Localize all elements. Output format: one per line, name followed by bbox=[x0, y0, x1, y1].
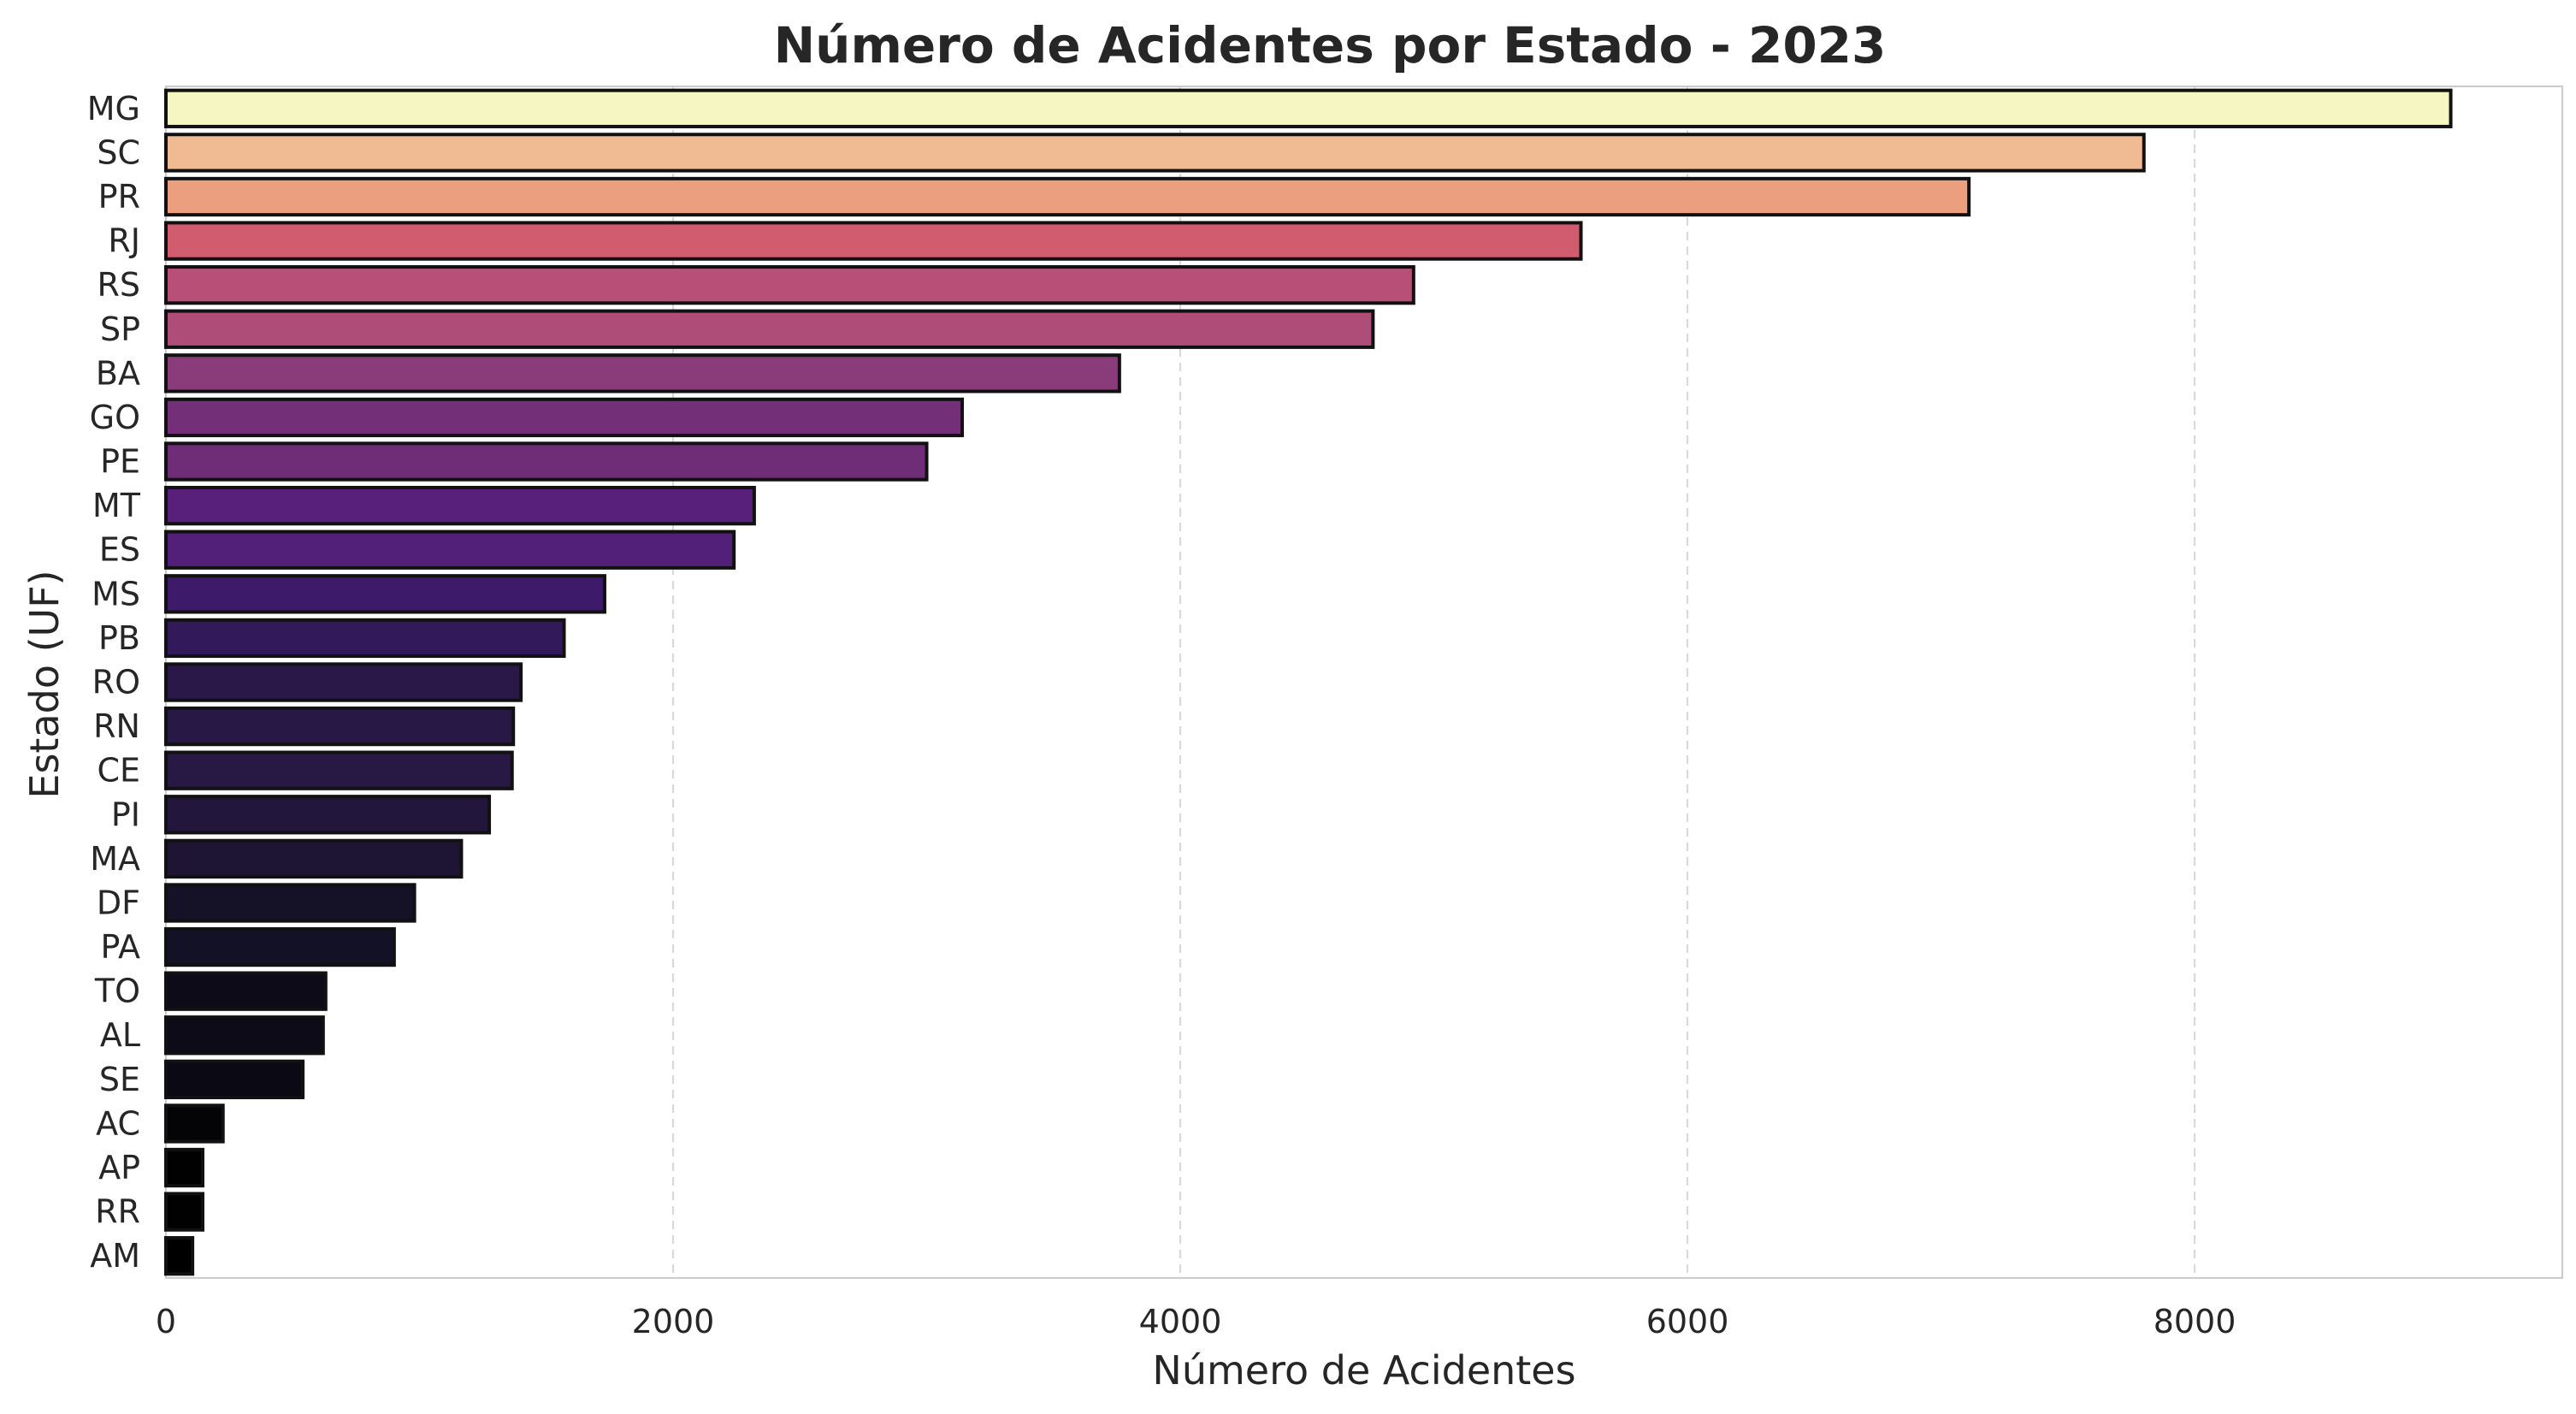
y-tick-label: RJ bbox=[108, 222, 140, 260]
y-tick-label: RR bbox=[95, 1193, 140, 1231]
x-tick-label: 4000 bbox=[1139, 1303, 1222, 1340]
y-tick-label: AL bbox=[100, 1016, 140, 1054]
y-tick-label: PA bbox=[101, 928, 140, 966]
bar-rn bbox=[164, 706, 516, 747]
bars bbox=[164, 88, 2453, 1276]
y-tick-label: PR bbox=[98, 178, 140, 216]
y-tick-label: PE bbox=[100, 443, 140, 481]
bar-am bbox=[164, 1236, 195, 1276]
y-tick-label: AP bbox=[98, 1149, 140, 1186]
bar-ms bbox=[164, 574, 606, 614]
bar-pr bbox=[164, 176, 1971, 217]
bar-sp bbox=[164, 309, 1375, 349]
y-tick-label: MA bbox=[90, 840, 140, 878]
bar-ma bbox=[164, 838, 464, 879]
bar-ac bbox=[164, 1103, 225, 1144]
bar-rs bbox=[164, 265, 1415, 305]
bar-df bbox=[164, 883, 417, 923]
x-axis-label: Número de Acidentes bbox=[1152, 1347, 1575, 1393]
x-gridlines bbox=[671, 86, 2196, 1278]
y-axis-label: Estado (UF) bbox=[21, 570, 68, 798]
x-tick-label: 0 bbox=[156, 1303, 176, 1340]
bar-mt bbox=[164, 485, 756, 526]
y-tick-label: CE bbox=[97, 752, 140, 790]
y-tick-label: MT bbox=[92, 487, 141, 524]
y-tick-label: AC bbox=[96, 1104, 140, 1142]
bar-rj bbox=[164, 221, 1583, 261]
bar-pi bbox=[164, 795, 492, 835]
y-tick-label: MG bbox=[87, 90, 140, 127]
y-tick-label: PB bbox=[98, 619, 140, 657]
y-tick-label: SC bbox=[97, 133, 140, 171]
bar-ro bbox=[164, 662, 523, 702]
bar-ce bbox=[164, 750, 514, 790]
y-tick-label: BA bbox=[96, 354, 140, 392]
bar-pb bbox=[164, 618, 566, 659]
bar-pa bbox=[164, 926, 396, 967]
bar-mg bbox=[164, 88, 2453, 128]
y-tick-label: TO bbox=[94, 973, 140, 1010]
bar-es bbox=[164, 530, 736, 570]
y-tick-label: ES bbox=[99, 531, 140, 569]
y-tick-label: RN bbox=[93, 707, 140, 745]
y-tick-label: RS bbox=[97, 266, 140, 304]
y-tick-label: AM bbox=[90, 1237, 140, 1275]
bar-se bbox=[164, 1059, 305, 1099]
y-tick-label: DF bbox=[97, 884, 140, 921]
y-tick-label: GO bbox=[90, 399, 140, 436]
x-tick-label: 8000 bbox=[2154, 1303, 2236, 1340]
x-tick-labels: 0 2000 4000 6000 8000 bbox=[156, 1303, 2236, 1340]
y-tick-label: PI bbox=[111, 796, 140, 833]
y-tick-label: MS bbox=[92, 575, 140, 612]
y-tick-label: SP bbox=[100, 311, 140, 348]
y-tick-labels: MG SC PR RJ RS SP BA GO PE MT ES MS PB RO RN CE PI MA DF PA… bbox=[87, 90, 141, 1275]
bar-rr bbox=[164, 1192, 204, 1232]
bar-ap bbox=[164, 1147, 204, 1188]
y-tick-label: SE bbox=[99, 1061, 140, 1098]
bar-go bbox=[164, 397, 965, 438]
bar-pe bbox=[164, 441, 929, 482]
x-tick-label: 2000 bbox=[632, 1303, 715, 1340]
bar-al bbox=[164, 1015, 325, 1056]
chart-title: Número de Acidentes por Estado - 2023 bbox=[774, 16, 1887, 74]
bar-ba bbox=[164, 353, 1121, 393]
bar-to bbox=[164, 971, 328, 1011]
x-tick-label: 6000 bbox=[1646, 1303, 1729, 1340]
y-tick-label: RO bbox=[92, 664, 140, 701]
bar-sc bbox=[164, 133, 2146, 173]
